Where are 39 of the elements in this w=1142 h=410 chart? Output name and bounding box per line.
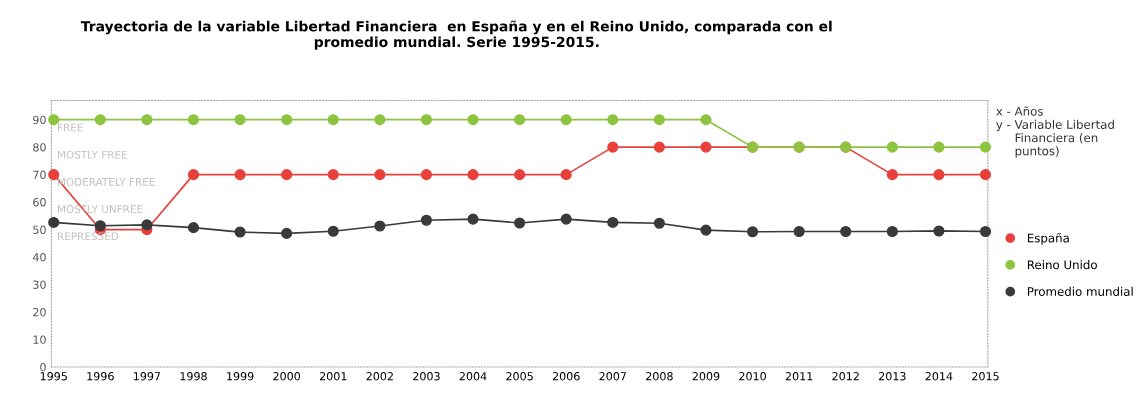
x-tick-label: 2011 — [785, 372, 813, 381]
legend-label: Reino Unido — [1027, 260, 1097, 270]
y-tick-label: 70 — [33, 170, 46, 180]
x-tick-label: 2004 — [459, 372, 487, 381]
legend-label: Promedio mundial — [1027, 286, 1133, 296]
y-tick-label: 30 — [33, 280, 46, 289]
x-tick-label: 2010 — [739, 372, 766, 381]
x-tick-label: 2012 — [832, 372, 859, 381]
text: x - Años y - Variable Libertad Financiera (en puntos) — [996, 106, 1114, 158]
chart-title: Trayectoria de la variable Libertad Financiera en España y en el Reino Unido, comparada con el promedio mundial. Serie 1995-2015. — [80, 20, 832, 50]
annotation: FREE — [58, 123, 83, 132]
x-tick-label: 2001 — [319, 372, 347, 381]
y-tick-label: 50 — [33, 225, 46, 234]
y-tick-label: 20 — [33, 307, 46, 317]
annotation: REPRESSED — [58, 232, 119, 241]
y-tick-label: 60 — [33, 198, 46, 207]
x-tick-label: 2000 — [273, 372, 301, 381]
y-tick-label: 80 — [33, 143, 46, 152]
x-tick-label: 1997 — [133, 372, 161, 381]
x-tick-label: 1998 — [180, 372, 207, 381]
x-tick-label: 2009 — [692, 372, 720, 381]
x-tick-label: 2015 — [972, 372, 999, 381]
x-tick-label: 1996 — [87, 372, 114, 381]
legend-label: España — [1027, 233, 1069, 245]
y-tick-label: 0 — [40, 362, 46, 372]
x-tick-label: 2006 — [552, 372, 580, 381]
x-tick-label: 1995 — [40, 372, 67, 381]
y-tick-label: 10 — [33, 335, 46, 344]
x-tick-label: 1999 — [227, 372, 254, 381]
x-tick-label: 2005 — [506, 372, 533, 381]
x-tick-label: 2008 — [646, 372, 673, 381]
annotation: MOSTLY FREE — [58, 150, 127, 159]
y-tick-label: 90 — [33, 115, 46, 125]
x-tick-label: 2003 — [413, 372, 440, 381]
x-tick-label: 2007 — [599, 372, 626, 381]
y-tick-label: 40 — [32, 253, 46, 262]
x-tick-label: 2014 — [925, 372, 953, 381]
x-tick-label: 2013 — [879, 372, 906, 381]
x-tick-label: 2002 — [366, 372, 393, 381]
